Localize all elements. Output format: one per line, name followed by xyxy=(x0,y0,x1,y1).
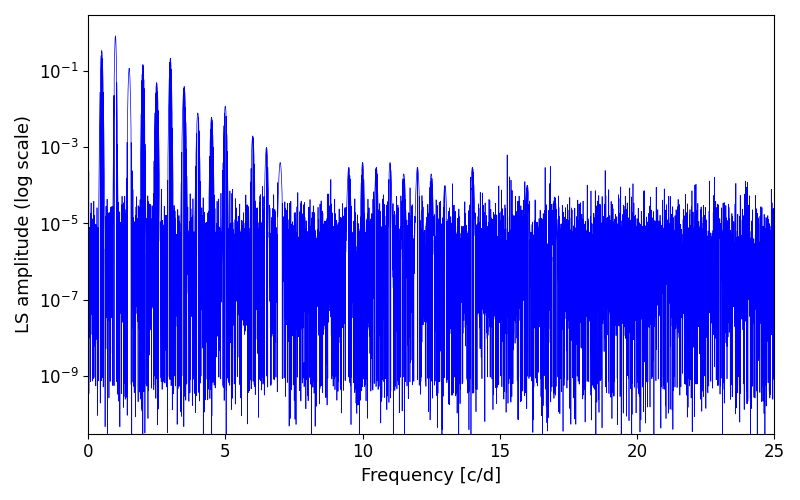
X-axis label: Frequency [c/d]: Frequency [c/d] xyxy=(361,467,502,485)
Y-axis label: LS amplitude (log scale): LS amplitude (log scale) xyxy=(15,116,33,334)
